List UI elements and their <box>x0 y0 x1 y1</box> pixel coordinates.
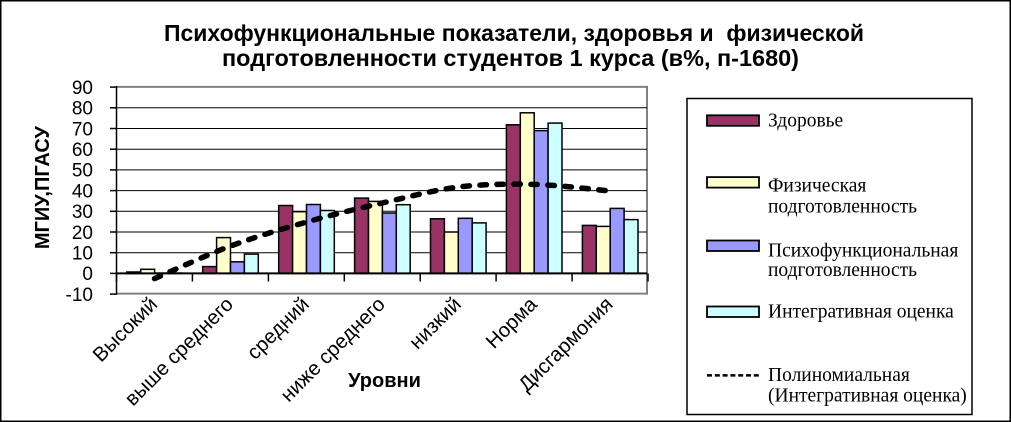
svg-text:0: 0 <box>82 264 93 285</box>
svg-text:50: 50 <box>72 161 93 182</box>
svg-text:подготовленность: подготовленность <box>768 260 917 281</box>
svg-text:70: 70 <box>72 119 93 140</box>
svg-text:(Интегративная оценка): (Интегративная оценка) <box>768 386 967 407</box>
svg-text:Интегративная оценка: Интегративная оценка <box>768 302 954 323</box>
svg-text:Здоровье: Здоровье <box>768 110 843 131</box>
svg-text:МГИУ,ПГАСУ: МГИУ,ПГАСУ <box>32 125 54 249</box>
svg-text:подготовленность: подготовленность <box>768 196 917 217</box>
svg-text:Психофункциональные показатели: Психофункциональные показатели, здоровья… <box>164 20 864 46</box>
svg-text:60: 60 <box>72 140 93 161</box>
svg-text:Физическая: Физическая <box>768 176 866 197</box>
svg-text:40: 40 <box>72 181 93 202</box>
svg-text:30: 30 <box>72 202 93 223</box>
svg-text:90: 90 <box>72 78 93 99</box>
svg-text:20: 20 <box>72 223 93 244</box>
svg-text:80: 80 <box>72 99 93 120</box>
svg-text:подготовленности студентов 1 к: подготовленности студентов 1 курса (в%, … <box>222 45 799 71</box>
svg-text:10: 10 <box>72 244 93 265</box>
svg-text:Полиномиальная: Полиномиальная <box>768 365 910 386</box>
svg-text:-10: -10 <box>66 285 93 306</box>
svg-text:Психофункциональная: Психофункциональная <box>768 241 958 262</box>
svg-text:Уровни: Уровни <box>348 370 421 392</box>
